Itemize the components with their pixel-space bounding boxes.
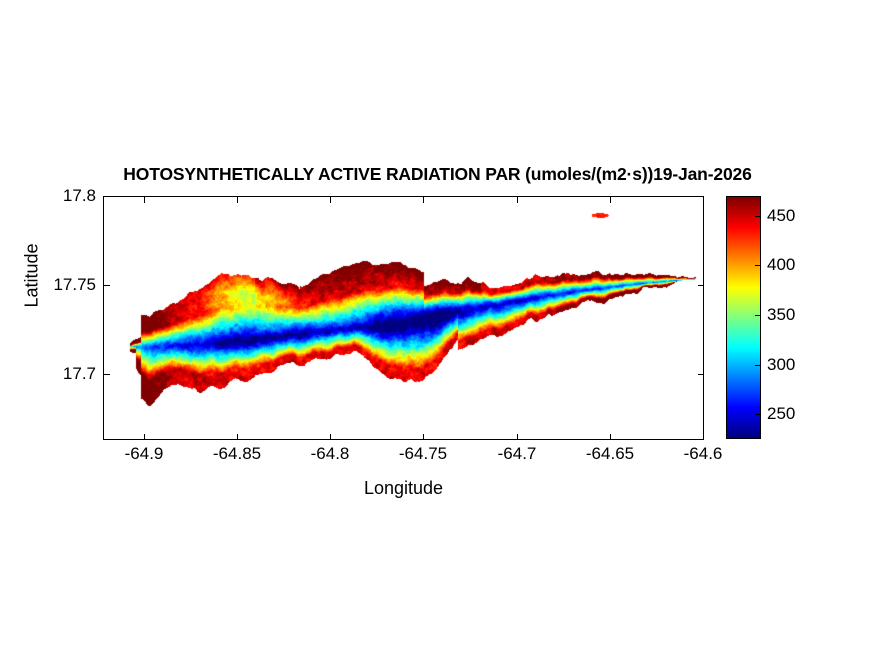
- colorbar[interactable]: [726, 196, 761, 439]
- colorbar-tick: [755, 365, 760, 366]
- colorbar-tick-label: 250: [767, 404, 796, 423]
- x-tick-label: -64.7: [497, 444, 537, 463]
- x-tick-top: [517, 197, 518, 203]
- x-axis-label: Longitude: [363, 478, 444, 498]
- x-tick-top: [237, 197, 238, 203]
- colorbar-tick-label: 400: [767, 255, 796, 274]
- x-tick-label: -64.85: [212, 444, 262, 463]
- x-tick-top: [610, 197, 611, 203]
- x-tick-label: -64.75: [398, 444, 448, 463]
- colorbar-gradient: [727, 197, 760, 438]
- colorbar-tick-label: 350: [767, 305, 796, 324]
- colorbar-tick-label: 450: [767, 206, 796, 225]
- x-tick-label: -64.9: [124, 444, 164, 463]
- y-tick-right: [698, 196, 704, 197]
- y-tick-right: [698, 285, 704, 286]
- x-tick: [610, 434, 611, 440]
- y-tick: [104, 196, 110, 197]
- colorbar-tick: [755, 265, 760, 266]
- y-tick-labels: 17.7 17.75 17.8: [0, 0, 96, 656]
- x-tick-top: [703, 197, 704, 203]
- colorbar-tick: [755, 216, 760, 217]
- x-tick: [237, 434, 238, 440]
- y-tick-label: 17.8: [62, 186, 96, 205]
- x-tick: [517, 434, 518, 440]
- x-tick-top: [144, 197, 145, 203]
- x-tick: [144, 434, 145, 440]
- x-tick-top: [330, 197, 331, 203]
- x-tick: [330, 434, 331, 440]
- map-axes[interactable]: [103, 196, 704, 440]
- par-heatmap: [104, 197, 703, 439]
- x-tick-label: -64.65: [585, 444, 635, 463]
- y-tick: [104, 285, 110, 286]
- colorbar-tick: [755, 315, 760, 316]
- x-tick-label: -64.6: [683, 444, 723, 463]
- y-tick-label: 17.75: [53, 275, 96, 294]
- x-tick: [423, 434, 424, 440]
- colorbar-tick-label: 300: [767, 355, 796, 374]
- x-tick: [703, 434, 704, 440]
- page-title: HOTOSYNTHETICALLY ACTIVE RADIATION PAR (…: [123, 164, 752, 184]
- x-tick-top: [423, 197, 424, 203]
- colorbar-tick: [755, 414, 760, 415]
- y-tick-label: 17.7: [62, 364, 96, 383]
- y-tick-right: [698, 374, 704, 375]
- y-axis-label: Latitude: [21, 243, 42, 308]
- x-tick-label: -64.8: [310, 444, 350, 463]
- y-tick: [104, 374, 110, 375]
